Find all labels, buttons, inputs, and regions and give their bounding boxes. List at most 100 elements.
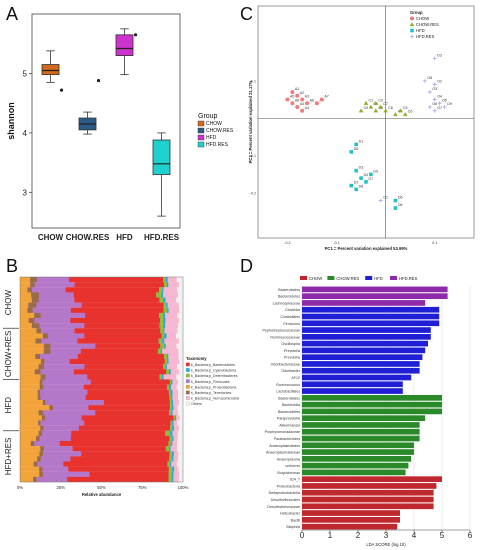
stacked-segment xyxy=(177,328,184,334)
lda-bar xyxy=(302,408,442,415)
stacked-segment xyxy=(20,333,43,339)
stacked-segment xyxy=(172,430,179,436)
stacked-segment xyxy=(27,307,33,313)
stacked-segment xyxy=(87,389,169,395)
legend-swatch xyxy=(390,276,397,280)
stacked-segment xyxy=(40,425,44,431)
stacked-segment xyxy=(169,379,172,385)
stacked-segment xyxy=(20,435,37,442)
stacked-segment xyxy=(162,287,164,293)
bar-label: S24_7 xyxy=(290,478,300,482)
stacked-segment xyxy=(163,374,177,380)
bar-label: Paraprevotella xyxy=(277,417,300,421)
bar-label: Desulfovibrionaceae xyxy=(267,505,300,509)
stacked-segment xyxy=(164,333,167,339)
point-label: O4 xyxy=(437,95,442,99)
stacked-segment xyxy=(68,466,169,472)
stacked-segment xyxy=(163,318,166,324)
bar-label: Bilophila xyxy=(286,525,300,529)
stacked-segment xyxy=(34,369,41,375)
stacked-segment xyxy=(37,389,41,395)
bar-label: Butyricimonas xyxy=(277,471,300,475)
stacked-segment xyxy=(170,425,173,431)
stacked-segment xyxy=(177,312,184,319)
bar-label: Anaeroplasma xyxy=(277,457,300,461)
legend-swatch xyxy=(197,120,205,127)
stacked-segment xyxy=(36,277,70,283)
stacked-segment xyxy=(44,359,70,365)
stacked-segment xyxy=(20,420,39,426)
lda-bar xyxy=(302,306,440,313)
stacked-segment xyxy=(176,364,184,370)
stacked-segment xyxy=(176,446,184,452)
stacked-segment xyxy=(20,374,41,380)
scatter-point xyxy=(432,56,437,61)
stacked-segment xyxy=(20,430,39,436)
lda-bar xyxy=(302,428,420,435)
legend-label: HFD xyxy=(416,28,425,33)
lda-bar xyxy=(302,483,437,489)
stacked-segment xyxy=(177,405,184,411)
stacked-segment xyxy=(20,389,38,395)
stacked-segment xyxy=(39,466,43,472)
stacked-segment xyxy=(168,282,180,288)
stacked-segment xyxy=(176,384,184,390)
stacked-segment xyxy=(74,328,161,334)
stacked-segment xyxy=(171,456,174,462)
stacked-segment xyxy=(164,312,178,319)
lda-bar xyxy=(302,394,442,401)
point-label: O8 xyxy=(427,76,432,80)
stacked-segment xyxy=(173,415,176,421)
lda-bar xyxy=(302,449,414,455)
bar-label: Anaeroplasmataceae xyxy=(266,451,300,455)
stacked-segment xyxy=(173,435,178,442)
stacked-segment xyxy=(78,425,171,431)
stacked-segment xyxy=(178,379,184,385)
stacked-segment xyxy=(31,292,40,298)
stacked-segment xyxy=(178,338,184,344)
point-label: C7 xyxy=(383,102,388,106)
lda-bar xyxy=(302,516,400,523)
stacked-segment xyxy=(40,359,45,365)
point-label: O9 xyxy=(447,102,452,106)
point-label: A4 xyxy=(305,106,309,110)
stacked-segment xyxy=(165,318,180,324)
bar-label: Porphyromonadaceae xyxy=(265,430,300,434)
stacked-segment xyxy=(173,451,179,457)
stacked-segment xyxy=(73,369,167,375)
stacked-segment xyxy=(164,328,178,334)
stacked-segment xyxy=(171,405,174,411)
stacked-segment xyxy=(160,343,165,349)
stacked-segment xyxy=(171,384,178,390)
stacked-segment xyxy=(164,338,179,344)
stacked-segment xyxy=(89,471,169,477)
stacked-segment xyxy=(34,441,60,447)
stacked-segment xyxy=(70,318,161,324)
legend-label: CHOW.RES xyxy=(336,276,359,281)
stacked-segment xyxy=(177,441,184,447)
stacked-segment xyxy=(53,405,89,411)
stacked-segment xyxy=(160,328,164,334)
stacked-segment xyxy=(103,400,170,406)
legend-swatch xyxy=(185,379,190,384)
stacked-segment xyxy=(20,343,45,349)
bar-label: Parabacteroides xyxy=(274,437,300,441)
panel-c-letter: C xyxy=(240,4,253,24)
stacked-segment xyxy=(95,343,161,349)
scatter-point xyxy=(354,187,358,192)
stacked-segment xyxy=(161,333,165,339)
stacked-segment xyxy=(159,374,163,380)
stacked-segment xyxy=(90,379,171,385)
legend-swatch xyxy=(185,362,190,367)
stacked-segment xyxy=(176,297,184,303)
stacked-segment xyxy=(176,415,180,421)
plot-area-c xyxy=(257,5,475,239)
stacked-segment xyxy=(167,302,180,308)
stacked-segment xyxy=(169,451,173,457)
stacked-segment xyxy=(156,292,162,298)
stacked-segment xyxy=(40,394,86,401)
stacked-segment xyxy=(20,405,50,411)
stacked-segment xyxy=(169,394,172,401)
stacked-segment xyxy=(32,307,72,313)
